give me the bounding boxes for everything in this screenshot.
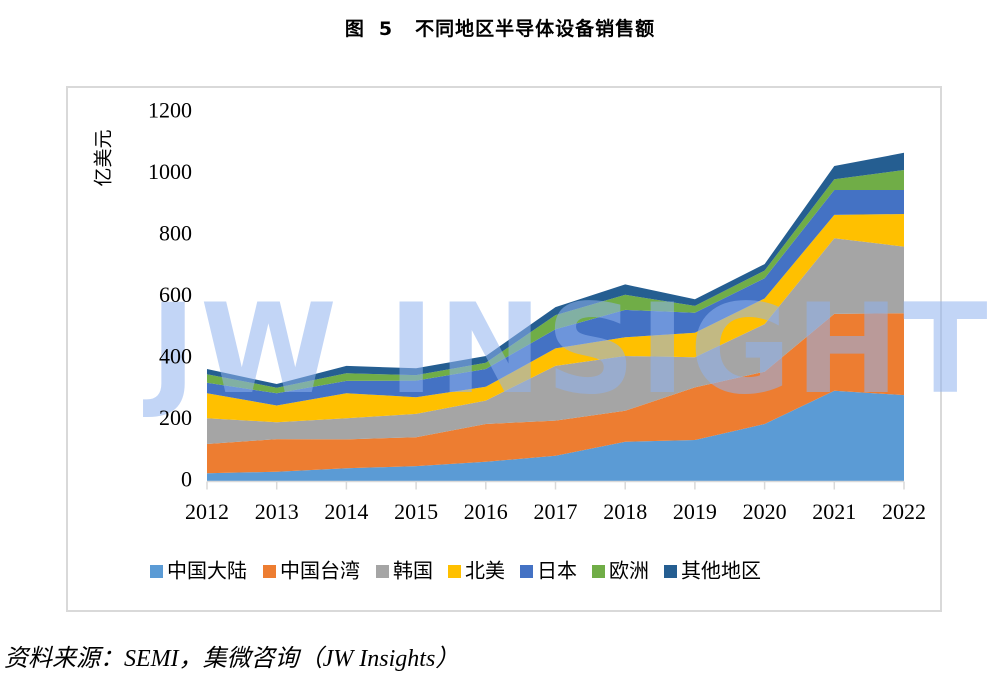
x-tick-label: 2013 [255, 499, 299, 524]
watermark: JW INSIGHTS [143, 278, 1000, 422]
y-tick-label: 1000 [148, 159, 192, 184]
x-tick-label: 2012 [185, 499, 229, 524]
legend-swatch [376, 565, 389, 578]
legend-item-1: 中国台湾 [263, 559, 360, 583]
x-tick-labels: 2012 2013 2014 2015 2016 2017 2018 2019 2020 2021… [185, 499, 926, 524]
legend-item-4: 日本 [520, 559, 577, 583]
area-series-2 [207, 238, 904, 444]
x-tick-label: 2021 [812, 499, 856, 524]
legend-item-6: 其他地区 [664, 559, 761, 583]
legend-item-0: 中国大陆 [150, 559, 247, 583]
x-tick-label: 2015 [394, 499, 438, 524]
x-tick-label: 2017 [534, 499, 578, 524]
x-tick-label: 2014 [324, 499, 368, 524]
legend-label: 韩国 [393, 559, 433, 583]
legend-item-3: 北美 [448, 559, 505, 583]
y-axis-title: 亿美元 [93, 129, 115, 186]
source-note: 资料来源：SEMI，集微咨询（JW Insights） [4, 646, 460, 672]
figure-number: 5 [378, 18, 394, 40]
y-tick-labels: 0 200 400 600 800 1000 1200 [148, 98, 192, 492]
legend-swatch [664, 565, 677, 578]
stacked-areas [207, 152, 904, 482]
legend-swatch [592, 565, 605, 578]
figure-title: 图 5 不同地区半导体设备销售额 [0, 14, 1000, 41]
area-series-4 [207, 190, 904, 406]
area-series-3 [207, 214, 904, 423]
chart-frame [66, 86, 942, 612]
legend-swatch [150, 565, 163, 578]
legend-label: 日本 [537, 559, 577, 583]
legend: 中国大陆 中国台湾 韩国 北美 日本 欧洲 其他地区 [150, 559, 761, 583]
x-tick-label: 2022 [882, 499, 926, 524]
legend-label: 中国台湾 [280, 559, 360, 583]
area-series-1 [207, 313, 904, 474]
y-tick-label: 0 [181, 467, 192, 492]
figure-label: 图 [344, 18, 365, 40]
axes [206, 480, 905, 490]
y-tick-label: 400 [159, 344, 192, 369]
legend-item-2: 韩国 [376, 559, 433, 583]
x-tick-label: 2018 [603, 499, 647, 524]
legend-label: 北美 [465, 559, 505, 583]
y-tick-label: 800 [159, 221, 192, 246]
legend-swatch [263, 565, 276, 578]
y-tick-label: 200 [159, 405, 192, 430]
x-tick-label: 2020 [743, 499, 787, 524]
y-tick-label: 1200 [148, 98, 192, 123]
y-tick-label: 600 [159, 282, 192, 307]
x-tick-label: 2016 [464, 499, 508, 524]
legend-label: 其他地区 [681, 559, 761, 583]
legend-label: 中国大陆 [167, 559, 247, 583]
legend-item-5: 欧洲 [592, 559, 649, 583]
figure-title-text: 不同地区半导体设备销售额 [415, 18, 656, 40]
area-series-0 [207, 390, 904, 482]
legend-swatch [448, 565, 461, 578]
area-series-6 [207, 152, 904, 388]
legend-label: 欧洲 [609, 559, 649, 583]
x-tick-label: 2019 [673, 499, 717, 524]
legend-swatch [520, 565, 533, 578]
